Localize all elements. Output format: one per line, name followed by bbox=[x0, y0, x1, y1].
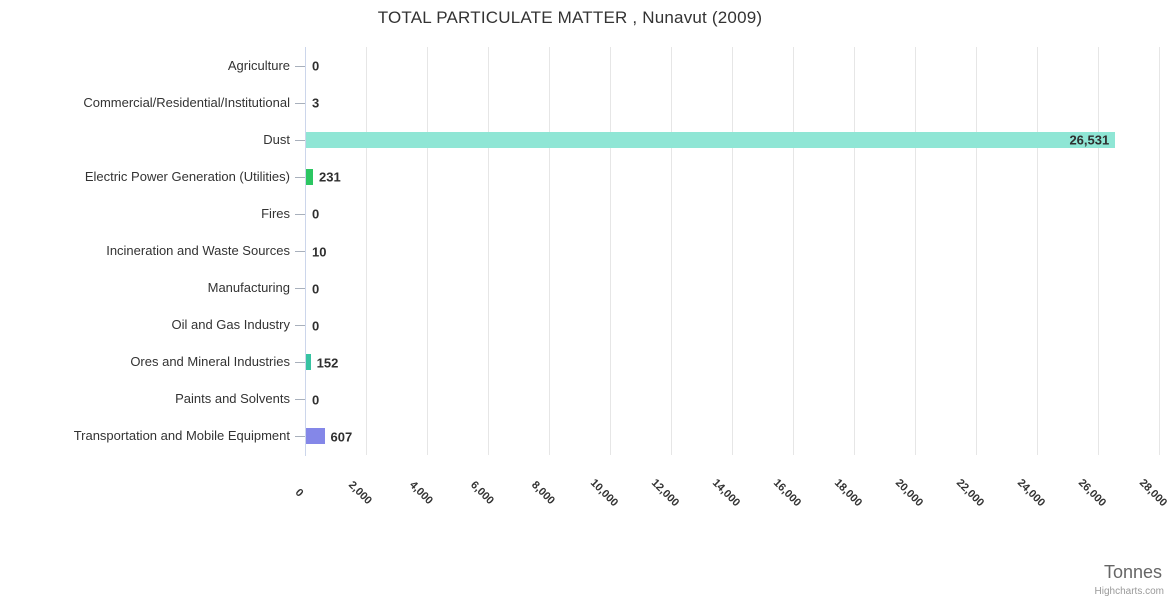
value-label: 26,531 bbox=[1069, 132, 1110, 148]
category-label: Transportation and Mobile Equipment bbox=[73, 428, 290, 443]
category-tick bbox=[295, 251, 305, 252]
value-label: 607 bbox=[330, 429, 353, 445]
x-axis-title: Tonnes bbox=[1103, 562, 1162, 582]
category-tick bbox=[295, 288, 305, 289]
category-axis-line bbox=[305, 47, 306, 456]
value-label: 152 bbox=[316, 355, 339, 371]
bar[interactable] bbox=[306, 132, 1116, 148]
category-label: Agriculture bbox=[227, 58, 290, 73]
x-axis-tick-label: 18,000 bbox=[831, 476, 865, 510]
category-label: Oil and Gas Industry bbox=[171, 317, 291, 332]
x-axis-tick-label: 12,000 bbox=[648, 476, 682, 510]
category-tick bbox=[295, 66, 305, 67]
value-label: 3 bbox=[312, 95, 320, 111]
value-label: 0 bbox=[312, 206, 320, 222]
category-tick bbox=[295, 103, 305, 104]
gridline bbox=[732, 47, 733, 455]
x-axis-tick-label: 20,000 bbox=[892, 476, 926, 510]
category-label: Manufacturing bbox=[207, 280, 290, 295]
gridline bbox=[854, 47, 855, 455]
gridline bbox=[915, 47, 916, 455]
category-tick bbox=[295, 362, 305, 363]
chart-title: TOTAL PARTICULATE MATTER , Nunavut (2009… bbox=[377, 8, 763, 27]
x-axis-tick-label: 24,000 bbox=[1014, 476, 1048, 510]
x-axis-tick-label: 28,000 bbox=[1136, 476, 1170, 510]
gridline bbox=[488, 47, 489, 455]
x-axis-tick-label: 16,000 bbox=[770, 476, 804, 510]
category-label: Dust bbox=[263, 132, 290, 147]
category-tick bbox=[295, 177, 305, 178]
value-label: 0 bbox=[312, 58, 320, 74]
gridline bbox=[366, 47, 367, 455]
gridline bbox=[1037, 47, 1038, 455]
category-label: Electric Power Generation (Utilities) bbox=[84, 169, 290, 184]
bar[interactable] bbox=[306, 169, 314, 185]
x-axis-tick-label: 6,000 bbox=[468, 479, 496, 507]
bar[interactable] bbox=[306, 428, 325, 444]
gridline bbox=[671, 47, 672, 455]
category-tick bbox=[295, 436, 305, 437]
x-axis-tick-label: 14,000 bbox=[709, 476, 743, 510]
x-axis-tick-label: 8,000 bbox=[529, 479, 557, 507]
x-axis-tick-label: 22,000 bbox=[953, 476, 987, 510]
category-tick bbox=[295, 325, 305, 326]
category-label: Ores and Mineral Industries bbox=[130, 354, 290, 369]
value-label: 10 bbox=[312, 244, 327, 259]
category-tick bbox=[295, 140, 305, 141]
gridline bbox=[1098, 47, 1099, 455]
category-label: Paints and Solvents bbox=[175, 391, 290, 406]
highcharts-credit-link[interactable]: Highcharts.com bbox=[1094, 586, 1164, 597]
category-tick bbox=[295, 214, 305, 215]
gridline bbox=[427, 47, 428, 455]
category-label: Incineration and Waste Sources bbox=[106, 243, 290, 258]
gridline bbox=[976, 47, 977, 455]
x-axis-tick-label: 4,000 bbox=[407, 479, 435, 507]
value-label: 0 bbox=[312, 281, 320, 297]
value-label: 0 bbox=[312, 392, 320, 408]
x-axis-tick-label: 26,000 bbox=[1075, 476, 1109, 510]
x-axis-tick-label: 0 bbox=[292, 486, 306, 500]
gridline bbox=[610, 47, 611, 455]
bar[interactable] bbox=[306, 354, 311, 370]
gridline bbox=[1159, 47, 1160, 455]
x-axis-tick-label: 2,000 bbox=[346, 479, 374, 507]
gridline bbox=[793, 47, 794, 455]
category-label: Fires bbox=[261, 206, 290, 221]
gridline bbox=[549, 47, 550, 455]
category-tick bbox=[295, 399, 305, 400]
category-label: Commercial/Residential/Institutional bbox=[83, 95, 290, 110]
value-label: 0 bbox=[312, 318, 320, 334]
x-axis-tick-label: 10,000 bbox=[587, 476, 621, 510]
value-label: 231 bbox=[319, 169, 341, 185]
